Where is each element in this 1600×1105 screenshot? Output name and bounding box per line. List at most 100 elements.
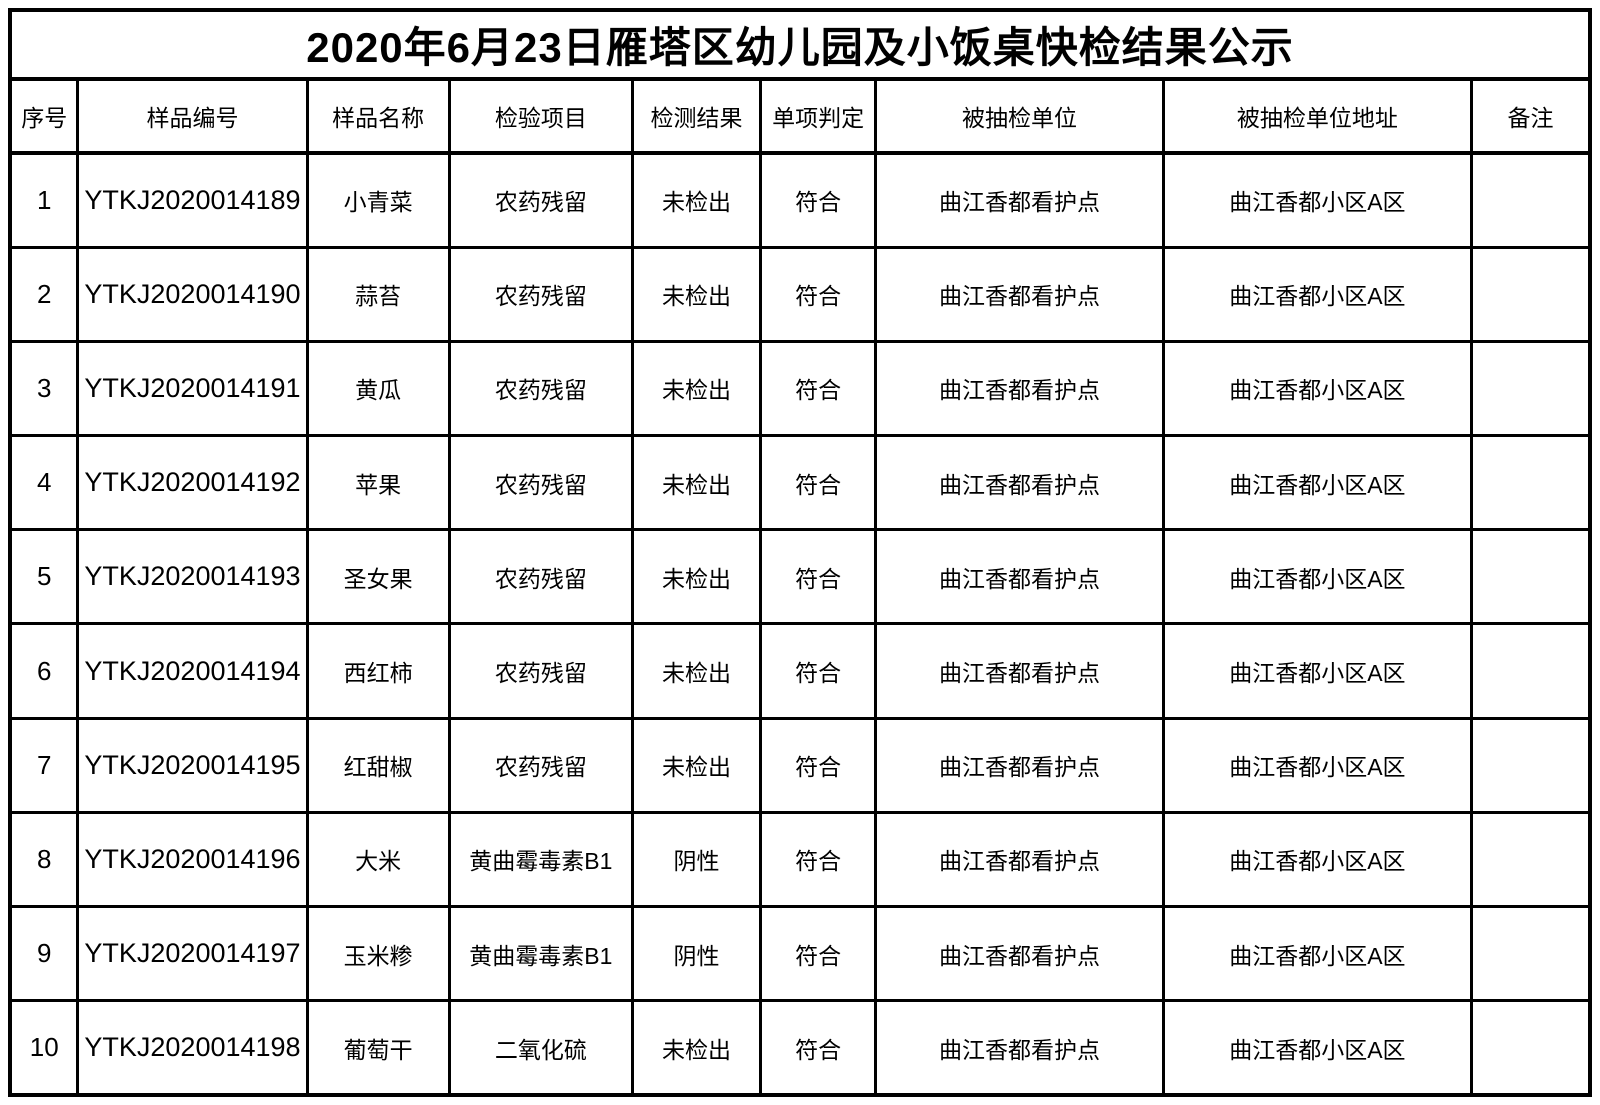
table-cell: 未检出	[630, 339, 762, 438]
table-cell: 农药残留	[447, 339, 634, 438]
table-cell: YTKJ2020014189	[76, 151, 309, 249]
table-cell: YTKJ2020014190	[76, 245, 309, 343]
table-cell: 玉米糁	[305, 904, 451, 1003]
header-cell-2: 样品名称	[305, 77, 451, 155]
results-table: 2020年6月23日雁塔区幼儿园及小饭桌快检结果公示 序号 样品编号 样品名称 检验项…	[8, 8, 1592, 1097]
table-cell: YTKJ2020014198	[76, 999, 309, 1097]
header-cell-6: 被抽检单位	[874, 77, 1165, 155]
table-row: 1 YTKJ2020014189 小青菜 农药残留 未检出 符合 曲江香都看护点 曲江香都小区…	[8, 151, 1592, 249]
table-cell: 未检出	[630, 999, 762, 1097]
table-cell: 曲江香都小区A区	[1161, 151, 1473, 249]
table-cell: 符合	[758, 434, 878, 532]
header-cell-7: 被抽检单位地址	[1161, 77, 1473, 155]
table-cell: 农药残留	[447, 434, 634, 532]
table-cell: 未检出	[630, 245, 762, 343]
table-cell	[1469, 999, 1592, 1097]
title-row: 2020年6月23日雁塔区幼儿园及小饭桌快检结果公示	[8, 8, 1592, 81]
table-cell: 农药残留	[447, 716, 634, 814]
header-cell-3: 检验项目	[447, 77, 634, 155]
table-cell: 农药残留	[447, 151, 634, 249]
table-cell	[1469, 151, 1592, 249]
table-row: 5 YTKJ2020014193 圣女果 农药残留 未检出 符合 曲江香都看护点 曲江香都小区…	[8, 528, 1592, 626]
table-cell: 曲江香都小区A区	[1161, 245, 1473, 343]
table-cell: 曲江香都看护点	[874, 622, 1165, 720]
table-cell: 符合	[758, 151, 878, 249]
table-row: 9 YTKJ2020014197 玉米糁 黄曲霉毒素B1 阴性 符合 曲江香都看护点 曲江香都…	[8, 904, 1592, 1003]
table-cell: 曲江香都看护点	[874, 716, 1165, 814]
table-cell: 未检出	[630, 434, 762, 532]
table-cell: 符合	[758, 810, 878, 909]
table-cell: 曲江香都看护点	[874, 151, 1165, 249]
header-cell-8: 备注	[1469, 77, 1592, 155]
table-cell	[1469, 904, 1592, 1003]
table-cell: 曲江香都小区A区	[1161, 434, 1473, 532]
table-cell: 苹果	[305, 434, 451, 532]
table-cell: 曲江香都小区A区	[1161, 716, 1473, 814]
page-title: 2020年6月23日雁塔区幼儿园及小饭桌快检结果公示	[8, 8, 1592, 81]
table-cell: 未检出	[630, 151, 762, 249]
table-cell: YTKJ2020014193	[76, 528, 309, 626]
table-cell: YTKJ2020014195	[76, 716, 309, 814]
table-cell: 西红柿	[305, 622, 451, 720]
table-cell	[1469, 810, 1592, 909]
table-cell	[1469, 528, 1592, 626]
table-cell: 符合	[758, 528, 878, 626]
table-cell: YTKJ2020014192	[76, 434, 309, 532]
table-row: 7 YTKJ2020014195 红甜椒 农药残留 未检出 符合 曲江香都看护点 曲江香都小区…	[8, 716, 1592, 814]
header-cell-5: 单项判定	[758, 77, 878, 155]
table-cell	[1469, 245, 1592, 343]
table-cell: 符合	[758, 245, 878, 343]
table-cell	[1469, 716, 1592, 814]
header-cell-0: 序号	[8, 77, 80, 155]
table-cell: 葡萄干	[305, 999, 451, 1097]
table-row: 3 YTKJ2020014191 黄瓜 农药残留 未检出 符合 曲江香都看护点 曲江香都小区A…	[8, 339, 1592, 438]
table-cell: 符合	[758, 622, 878, 720]
table-cell: 农药残留	[447, 245, 634, 343]
table-cell: 农药残留	[447, 622, 634, 720]
table-cell: 曲江香都看护点	[874, 999, 1165, 1097]
table-cell: 未检出	[630, 528, 762, 626]
table-cell: 黄瓜	[305, 339, 451, 438]
table-cell: YTKJ2020014197	[76, 904, 309, 1003]
table-cell: 黄曲霉毒素B1	[447, 904, 634, 1003]
table-cell: 曲江香都小区A区	[1161, 622, 1473, 720]
table-cell: 二氧化硫	[447, 999, 634, 1097]
table-cell: 曲江香都看护点	[874, 434, 1165, 532]
table-cell: 小青菜	[305, 151, 451, 249]
table-cell: 8	[8, 810, 80, 909]
table-cell: 曲江香都小区A区	[1161, 999, 1473, 1097]
table-cell: 曲江香都看护点	[874, 245, 1165, 343]
header-cell-4: 检测结果	[630, 77, 762, 155]
table-cell: 阴性	[630, 904, 762, 1003]
table-row: 4 YTKJ2020014192 苹果 农药残留 未检出 符合 曲江香都看护点 曲江香都小区A…	[8, 434, 1592, 532]
table-cell: 3	[8, 339, 80, 438]
table-cell: 曲江香都看护点	[874, 810, 1165, 909]
table-cell: 阴性	[630, 810, 762, 909]
table-cell: 曲江香都小区A区	[1161, 904, 1473, 1003]
table-cell	[1469, 434, 1592, 532]
header-cell-1: 样品编号	[76, 77, 309, 155]
table-cell: 符合	[758, 999, 878, 1097]
table-cell: 符合	[758, 716, 878, 814]
table-row: 6 YTKJ2020014194 西红柿 农药残留 未检出 符合 曲江香都看护点 曲江香都小区…	[8, 622, 1592, 720]
table-cell: 曲江香都看护点	[874, 904, 1165, 1003]
table-cell	[1469, 339, 1592, 438]
table-cell: 4	[8, 434, 80, 532]
table-cell: 红甜椒	[305, 716, 451, 814]
table-cell: 7	[8, 716, 80, 814]
table-cell: 蒜苔	[305, 245, 451, 343]
table-cell: 10	[8, 999, 80, 1097]
table-cell: 曲江香都小区A区	[1161, 528, 1473, 626]
table-cell: 2	[8, 245, 80, 343]
table-cell: 5	[8, 528, 80, 626]
table-cell: 农药残留	[447, 528, 634, 626]
table-cell	[1469, 622, 1592, 720]
table-cell: 6	[8, 622, 80, 720]
table-cell: YTKJ2020014194	[76, 622, 309, 720]
table-cell: 圣女果	[305, 528, 451, 626]
table-cell: 符合	[758, 904, 878, 1003]
table-cell: 9	[8, 904, 80, 1003]
table-row: 10 YTKJ2020014198 葡萄干 二氧化硫 未检出 符合 曲江香都看护点 曲江香都小…	[8, 999, 1592, 1097]
table-cell: 曲江香都小区A区	[1161, 810, 1473, 909]
